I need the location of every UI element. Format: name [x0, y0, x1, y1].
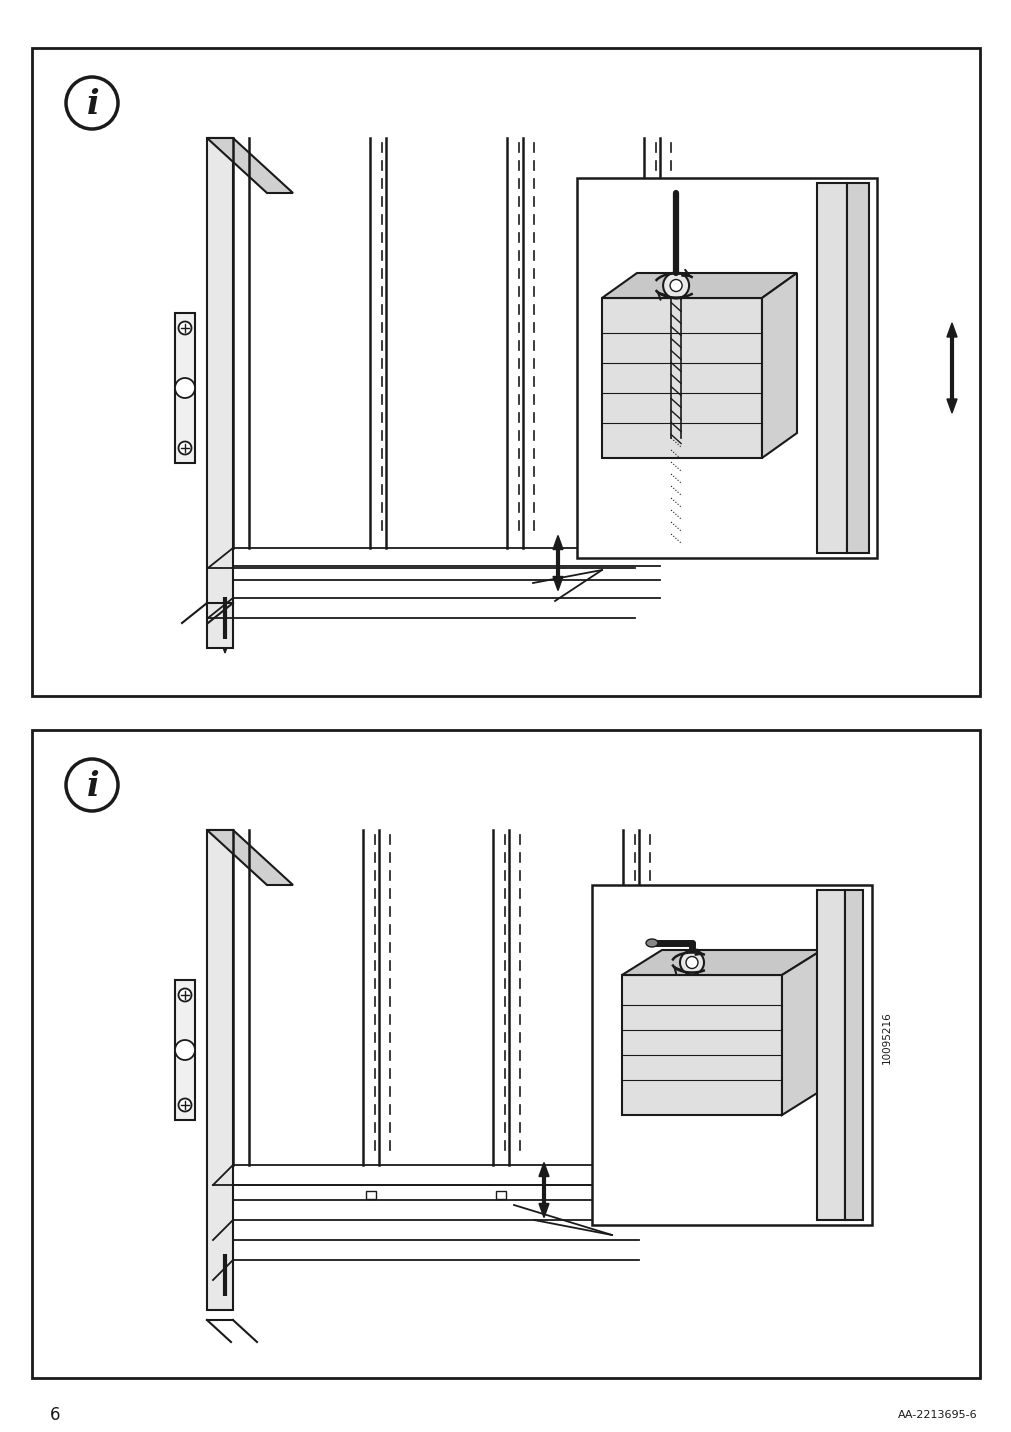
Text: i: i: [87, 89, 99, 122]
Bar: [576, 178, 877, 558]
Circle shape: [679, 951, 704, 975]
Polygon shape: [552, 536, 562, 550]
Polygon shape: [602, 274, 797, 298]
Polygon shape: [207, 831, 293, 885]
Bar: [207, 831, 233, 1310]
Bar: [622, 975, 782, 1116]
Ellipse shape: [645, 939, 657, 947]
Bar: [366, 1191, 376, 1199]
Circle shape: [178, 322, 191, 335]
Circle shape: [175, 378, 195, 398]
Polygon shape: [539, 1203, 548, 1217]
Circle shape: [175, 1040, 195, 1060]
Circle shape: [178, 1098, 191, 1111]
Bar: [602, 298, 761, 458]
Polygon shape: [219, 639, 229, 653]
Bar: [32, 730, 979, 1378]
Polygon shape: [622, 949, 821, 975]
Text: 10095216: 10095216: [882, 1011, 891, 1064]
Polygon shape: [552, 577, 562, 590]
Bar: [495, 1191, 506, 1199]
Polygon shape: [219, 583, 229, 597]
Bar: [175, 314, 195, 463]
Bar: [844, 891, 862, 1220]
Polygon shape: [946, 400, 956, 412]
Bar: [816, 891, 844, 1220]
Circle shape: [685, 957, 698, 968]
Polygon shape: [539, 1163, 548, 1177]
Text: i: i: [87, 770, 99, 803]
Bar: [591, 885, 871, 1224]
Bar: [175, 979, 195, 1120]
Bar: [32, 49, 979, 696]
Circle shape: [662, 272, 688, 298]
Circle shape: [178, 988, 191, 1001]
Polygon shape: [761, 274, 797, 458]
Bar: [816, 183, 846, 553]
Polygon shape: [219, 1240, 229, 1254]
Bar: [846, 183, 868, 553]
Text: 6: 6: [50, 1406, 61, 1423]
Polygon shape: [782, 949, 821, 1116]
Circle shape: [669, 279, 681, 292]
Text: AA-2213695-6: AA-2213695-6: [898, 1411, 977, 1421]
Bar: [207, 137, 233, 649]
Polygon shape: [207, 137, 293, 193]
Circle shape: [178, 441, 191, 454]
Polygon shape: [946, 324, 956, 337]
Polygon shape: [219, 1296, 229, 1310]
